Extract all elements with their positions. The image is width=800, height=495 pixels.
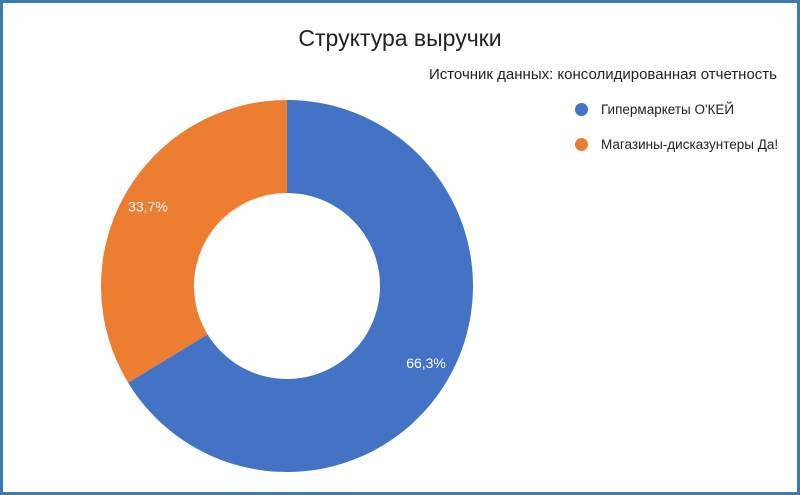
legend-item-okey[interactable]: Гипермаркеты О'КЕЙ xyxy=(575,99,778,119)
legend-item-da[interactable]: Магазины-дисказунтеры Да! xyxy=(575,134,778,154)
chart-subtitle: Источник данных: консолидированная отчет… xyxy=(428,66,777,83)
legend-label-okey: Гипермаркеты О'КЕЙ xyxy=(601,101,735,117)
legend: Гипермаркеты О'КЕЙ Магазины-дисказунтеры… xyxy=(575,99,778,169)
slice-da[interactable] xyxy=(100,100,287,383)
chart-title: Структура выручки xyxy=(298,25,502,51)
donut-chart: 66,3% 33,7% xyxy=(100,100,473,472)
legend-label-da: Магазины-дисказунтеры Да! xyxy=(601,136,779,152)
slice-okey[interactable] xyxy=(128,100,473,472)
slice-okey-label: 66,3% xyxy=(406,355,446,371)
legend-swatch-okey xyxy=(575,102,588,116)
legend-swatch-da xyxy=(575,137,588,151)
slice-da-label: 33,7% xyxy=(128,199,168,215)
